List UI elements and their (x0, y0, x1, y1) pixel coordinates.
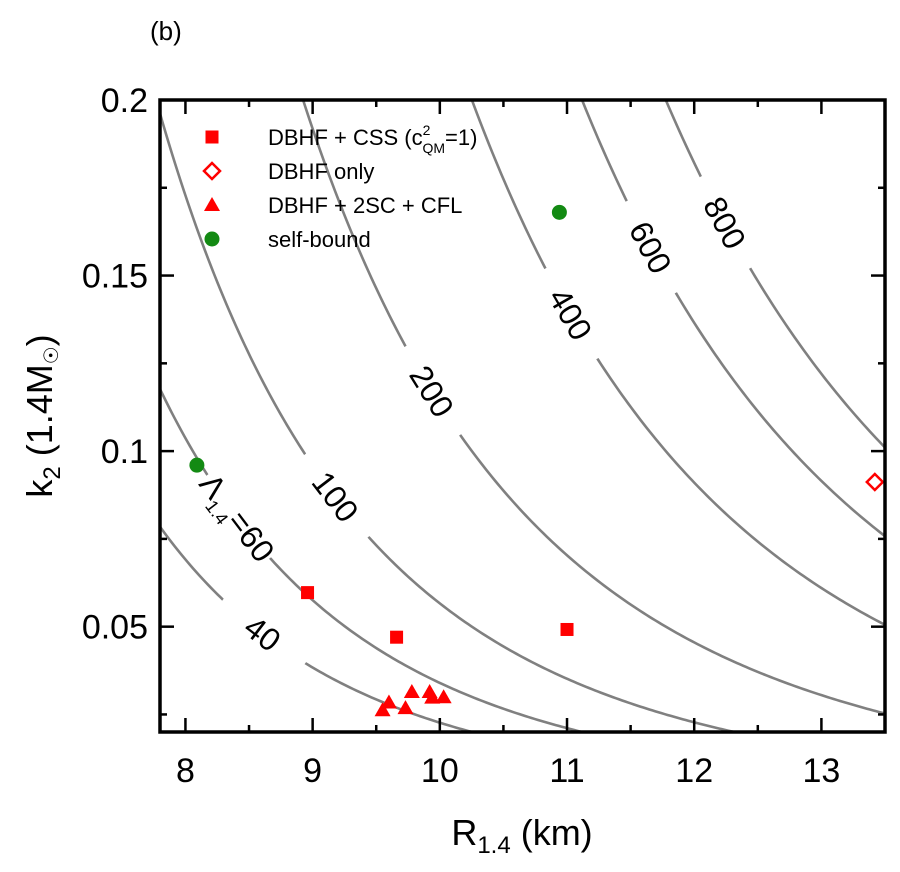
x-axis-title-sub: 1.4 (477, 832, 510, 859)
legend-marker-self_bound (204, 231, 220, 247)
contour-line-600 (580, 100, 885, 538)
x-tick-label: 10 (421, 752, 459, 790)
contour-line-100 (160, 113, 741, 732)
y-tick-label: 0.2 (101, 82, 148, 120)
data-points (189, 204, 885, 717)
y-axis-title-unit: (1.4M (19, 364, 60, 466)
contour-lines (160, 100, 885, 732)
legend-label-self_bound: self-bound (268, 227, 371, 252)
legend: DBHF + CSS (c2 QM=1) DBHF only DBHF + 2SC +… (202, 122, 477, 252)
legend-item-dbhf_only: DBHF only (202, 159, 374, 184)
contour-line-400 (470, 100, 885, 627)
css-point-1 (390, 630, 404, 644)
triangles-point-3 (403, 683, 420, 698)
y-axis-title-main: k (19, 479, 60, 498)
triangles-point-6 (435, 689, 452, 704)
contour-label-800: 800 (682, 167, 767, 279)
contour-label-600: 600 (608, 192, 693, 303)
y-tick-label: 0.1 (101, 433, 148, 471)
legend-marker-dbhf_only (202, 161, 222, 181)
plot-frame (158, 98, 887, 734)
x-axis-title-unit: (km) (511, 812, 593, 853)
y-axis-title-close: ) (19, 334, 60, 346)
x-tick-label: 9 (303, 752, 322, 790)
contour-label-200: 200 (387, 336, 476, 447)
triangles-point-1 (380, 694, 397, 709)
y-axis-title-sub: 2 (39, 466, 66, 479)
y-axis-title: k2 (1.4M☉) (19, 334, 66, 497)
css-point-0 (301, 586, 315, 600)
y-tick-label: 0.05 (82, 609, 148, 647)
contour-label-60: Λ1.4=60 (189, 464, 285, 572)
triangles-point-5 (424, 689, 441, 704)
x-axis-title-main: R (451, 812, 477, 853)
x-tick-label: 11 (549, 752, 584, 790)
panel-label: (b) (150, 16, 182, 46)
contour-label-40: 40 (208, 586, 316, 682)
legend-label-triangles: DBHF + 2SC + CFL (268, 193, 462, 218)
triangles-point-2 (397, 700, 414, 715)
contour-label-400: 400 (526, 259, 614, 370)
legend-item-triangles: DBHF + 2SC + CFL (204, 193, 462, 218)
tick-labels: 8 9 10 11 12 13 0.05 0.1 0.15 0.2 (82, 82, 841, 790)
css-point-2 (560, 622, 574, 636)
contour-line-60 (160, 388, 588, 732)
legend-marker-triangles (204, 197, 220, 211)
axis-ticks (160, 98, 885, 732)
contour-line-200 (301, 100, 885, 715)
legend-label-dbhf_only: DBHF only (268, 159, 374, 184)
contour-line-800 (664, 100, 885, 449)
contour-label-100: 100 (287, 443, 383, 551)
x-tick-label: 8 (176, 752, 195, 790)
legend-label-css: DBHF + CSS (c2 QM=1) (268, 122, 477, 156)
legend-item-css: DBHF + CSS (c2 QM=1) (205, 122, 477, 156)
x-axis-title: R1.4 (km) (451, 812, 592, 859)
y-tick-label: 0.15 (82, 258, 148, 296)
legend-marker-css (205, 130, 219, 144)
x-tick-label: 13 (802, 752, 840, 790)
legend-item-self_bound: self-bound (204, 227, 371, 252)
self_bound-point-0 (189, 457, 205, 473)
triangles-point-0 (374, 702, 391, 717)
x-tick-label: 12 (675, 752, 713, 790)
dbhf_only-point-0 (865, 472, 885, 492)
y-axis-title-sun: ☉ (41, 346, 63, 364)
self_bound-point-1 (551, 204, 567, 220)
